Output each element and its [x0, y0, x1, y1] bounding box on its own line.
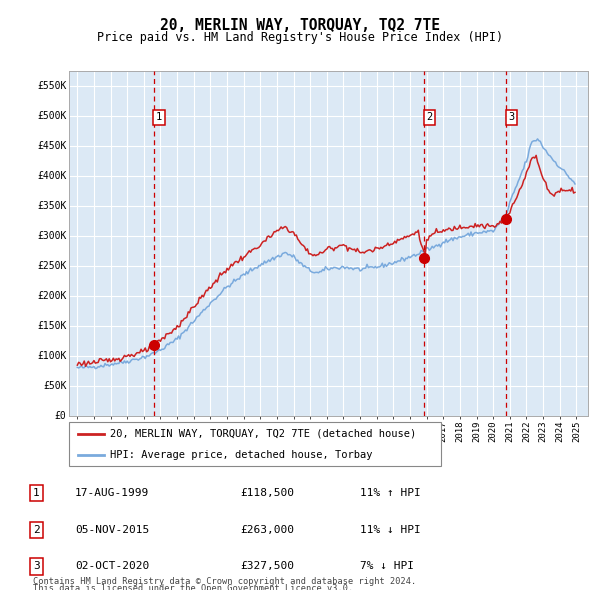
Text: HPI: Average price, detached house, Torbay: HPI: Average price, detached house, Torb…: [110, 450, 373, 460]
Text: 05-NOV-2015: 05-NOV-2015: [75, 525, 149, 535]
Text: £118,500: £118,500: [240, 489, 294, 498]
Text: £300K: £300K: [37, 231, 67, 241]
Text: 2: 2: [427, 113, 433, 122]
Text: 3: 3: [33, 562, 40, 571]
FancyBboxPatch shape: [69, 422, 441, 466]
Text: 02-OCT-2020: 02-OCT-2020: [75, 562, 149, 571]
Text: £200K: £200K: [37, 291, 67, 301]
Text: £350K: £350K: [37, 201, 67, 211]
Text: 20, MERLIN WAY, TORQUAY, TQ2 7TE: 20, MERLIN WAY, TORQUAY, TQ2 7TE: [160, 18, 440, 32]
Text: £0: £0: [55, 411, 67, 421]
Text: 11% ↑ HPI: 11% ↑ HPI: [360, 489, 421, 498]
Text: 11% ↓ HPI: 11% ↓ HPI: [360, 525, 421, 535]
Text: £150K: £150K: [37, 321, 67, 331]
Text: £100K: £100K: [37, 351, 67, 361]
Text: £450K: £450K: [37, 141, 67, 151]
Text: £250K: £250K: [37, 261, 67, 271]
Text: 3: 3: [508, 113, 514, 122]
Text: Price paid vs. HM Land Registry's House Price Index (HPI): Price paid vs. HM Land Registry's House …: [97, 31, 503, 44]
Text: £263,000: £263,000: [240, 525, 294, 535]
Text: £550K: £550K: [37, 81, 67, 91]
Text: £500K: £500K: [37, 111, 67, 121]
Text: 20, MERLIN WAY, TORQUAY, TQ2 7TE (detached house): 20, MERLIN WAY, TORQUAY, TQ2 7TE (detach…: [110, 429, 416, 439]
Text: £327,500: £327,500: [240, 562, 294, 571]
Text: 1: 1: [33, 489, 40, 498]
Text: 7% ↓ HPI: 7% ↓ HPI: [360, 562, 414, 571]
Text: 17-AUG-1999: 17-AUG-1999: [75, 489, 149, 498]
Text: This data is licensed under the Open Government Licence v3.0.: This data is licensed under the Open Gov…: [33, 584, 353, 590]
Text: 1: 1: [156, 113, 163, 122]
Text: 2: 2: [33, 525, 40, 535]
Text: £50K: £50K: [43, 381, 67, 391]
Text: £400K: £400K: [37, 171, 67, 181]
Text: Contains HM Land Registry data © Crown copyright and database right 2024.: Contains HM Land Registry data © Crown c…: [33, 577, 416, 586]
